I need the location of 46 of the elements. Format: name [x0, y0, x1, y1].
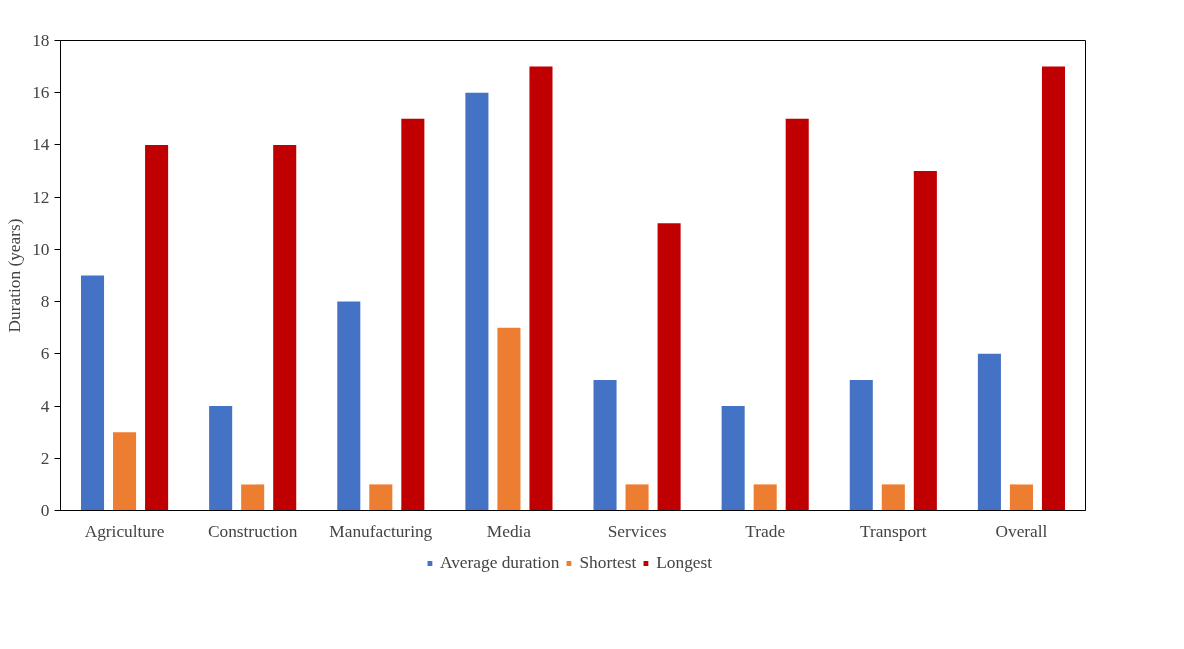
- y-tick-label: 0: [40, 501, 50, 520]
- bar: [625, 484, 649, 511]
- bar: [241, 484, 265, 511]
- y-tick-label: 10: [32, 239, 50, 259]
- bar: [145, 144, 169, 511]
- x-tick-label: Transport: [859, 521, 927, 541]
- y-tick-label: 8: [40, 292, 50, 312]
- y-tick-label: 14: [32, 135, 50, 155]
- y-tick-label: 12: [32, 187, 50, 207]
- x-tick-label: Agriculture: [84, 521, 165, 541]
- y-tick-label: 18: [32, 31, 50, 50]
- y-tick-label: 4: [40, 396, 50, 416]
- bar: [1041, 66, 1065, 511]
- y-tick-label: 16: [32, 83, 50, 103]
- bar: [753, 484, 777, 511]
- bar: [497, 327, 521, 511]
- x-tick-label: Media: [486, 521, 532, 541]
- bar: [81, 275, 105, 511]
- legend-label: Longest: [656, 553, 713, 573]
- x-tick-label: Trade: [745, 521, 786, 541]
- bar: [1009, 484, 1033, 511]
- bar: [113, 432, 137, 511]
- bar: [273, 144, 297, 511]
- x-tick-label: Overall: [995, 521, 1048, 541]
- y-axis-title: Duration (years): [5, 218, 25, 333]
- bar: [785, 118, 809, 511]
- bar: [657, 223, 681, 511]
- legend-label: Average duration: [439, 553, 560, 573]
- bar: [209, 406, 233, 511]
- bar: [913, 171, 937, 511]
- bar: [849, 379, 873, 511]
- bar: [593, 379, 617, 511]
- bar: [465, 92, 489, 511]
- bar: [401, 118, 425, 511]
- x-tick-label: Construction: [207, 521, 298, 541]
- bar: [721, 406, 745, 511]
- bar: [369, 484, 393, 511]
- bar: [977, 353, 1001, 511]
- legend-label: Shortest: [579, 553, 637, 573]
- bar: [337, 301, 361, 511]
- bar: [529, 66, 553, 511]
- y-tick-label: 2: [40, 448, 50, 468]
- x-tick-label: Manufacturing: [329, 521, 433, 541]
- x-tick-label: Services: [607, 521, 667, 541]
- bar: [881, 484, 905, 511]
- y-tick-label: 6: [40, 344, 50, 364]
